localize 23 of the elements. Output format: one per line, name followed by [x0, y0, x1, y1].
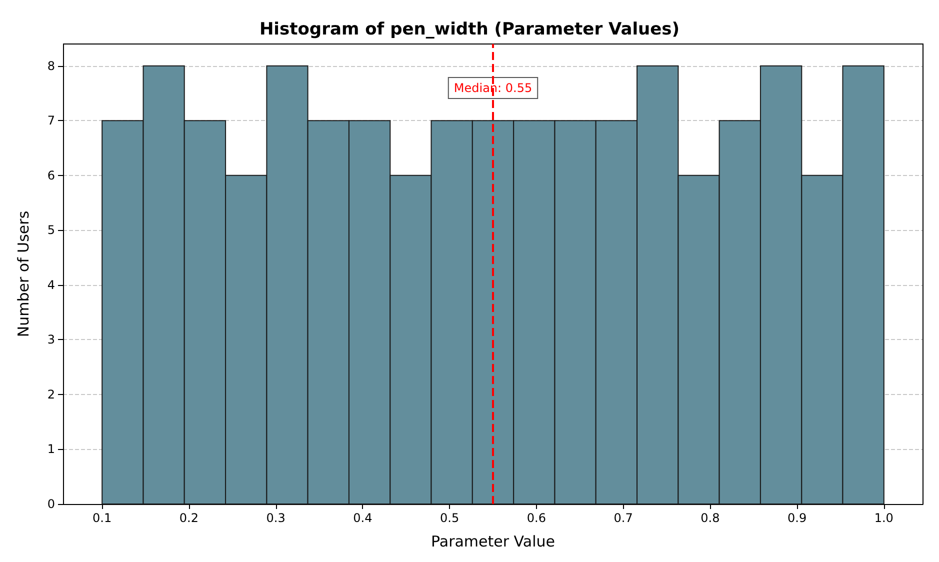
- x-tick-label: 0.4: [353, 511, 372, 525]
- y-tick-label: 0: [47, 497, 55, 511]
- y-tick-label: 1: [47, 442, 55, 456]
- y-tick-label: 4: [47, 278, 55, 292]
- x-tick-label: 0.3: [266, 511, 286, 525]
- y-tick-label: 5: [47, 223, 55, 238]
- y-tick-label: 6: [47, 168, 55, 182]
- y-tick-label: 8: [47, 58, 55, 73]
- x-tick-label: 0.2: [179, 511, 199, 525]
- x-tick-label: 0.8: [700, 511, 720, 525]
- y-tick-label: 2: [47, 387, 55, 402]
- y-axis-title: Number of Users: [14, 210, 32, 338]
- x-tick-label: 0.1: [92, 511, 112, 525]
- x-tick-label: 0.7: [614, 511, 633, 525]
- x-tick-label: 0.6: [526, 511, 546, 525]
- chart-title: Histogram of pen_width (Parameter Values): [259, 20, 680, 40]
- ref-line-label: Median: 0.55: [454, 81, 532, 95]
- y-tick-label: 7: [47, 114, 55, 128]
- x-tick-label: 1.0: [874, 511, 894, 525]
- y-tick-label: 3: [47, 332, 55, 347]
- x-axis-title: Parameter Value: [431, 532, 555, 550]
- x-tick-label: 0.9: [787, 511, 807, 525]
- x-tick-label: 0.5: [440, 511, 460, 525]
